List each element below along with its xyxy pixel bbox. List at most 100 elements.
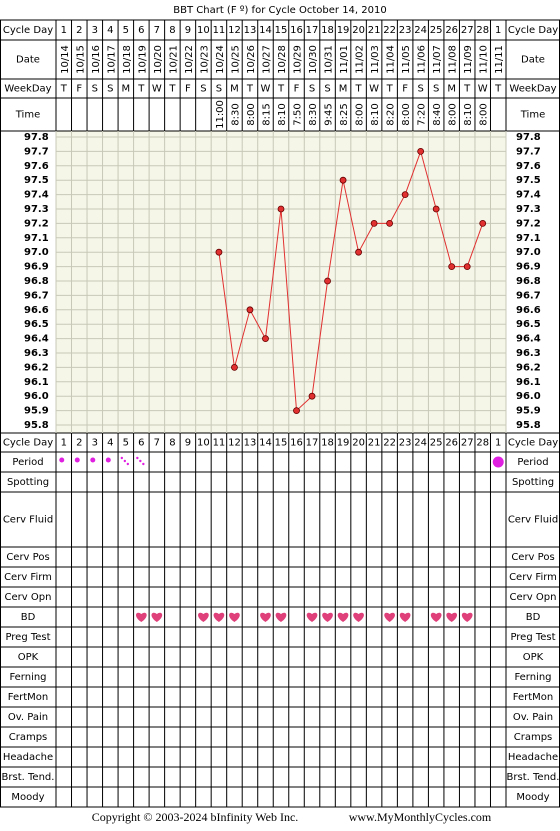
y-tick-label: 96.3	[516, 348, 541, 359]
bd-heart	[306, 612, 318, 622]
weekday-label: M	[339, 84, 348, 95]
weekday-label: S	[309, 84, 315, 95]
weekday-label: M	[447, 84, 456, 95]
temp-point	[355, 248, 362, 256]
temp-point	[339, 176, 347, 184]
y-tick-label: 96.7	[516, 290, 541, 301]
row-label: Headache	[508, 752, 558, 763]
cycle_day-label: 3	[92, 25, 98, 36]
time-label: 8:30	[308, 103, 319, 125]
footer-copyright: Copyright © 2003-2024 bInfinity Web Inc.	[92, 810, 299, 824]
temp-point	[370, 219, 378, 227]
row-label: OPK	[523, 652, 544, 663]
row-label: Cycle Day	[3, 438, 53, 449]
period-dot	[74, 457, 80, 463]
cycle-day-label: 7	[154, 438, 160, 449]
temp-point	[386, 219, 394, 227]
period-light	[139, 459, 142, 463]
y-tick-label: 96.8	[516, 276, 541, 287]
y-tick-label: 96.2	[24, 362, 49, 373]
weekday-label: T	[494, 84, 502, 95]
cycle-day-label: 15	[275, 438, 288, 449]
weekday-label: M	[230, 84, 239, 95]
date-label: 11/03	[370, 45, 381, 74]
row-label: Ferning	[9, 672, 46, 683]
y-tick-label: 97.3	[516, 204, 541, 215]
date-label: 10/16	[91, 45, 102, 74]
y-tick-label: 97.8	[516, 132, 541, 143]
weekday-label: F	[294, 84, 300, 95]
weekday-label: S	[324, 84, 330, 95]
row-label: Moody	[11, 792, 44, 803]
bd-heart	[151, 612, 163, 622]
cycle_day-label: 11	[213, 25, 226, 36]
weekday-label: S	[216, 84, 222, 95]
row-label: Date	[16, 55, 40, 66]
row-label: Cerv Firm	[4, 572, 52, 583]
cycle_day-label: 28	[476, 25, 489, 36]
bd-heart	[275, 612, 287, 622]
y-tick-label: 96.7	[24, 290, 49, 301]
date-label: 10/15	[75, 45, 86, 74]
y-tick-label: 97.0	[516, 247, 541, 258]
temp-point	[215, 248, 223, 256]
weekday-label: S	[92, 84, 98, 95]
weekday-label: S	[433, 84, 439, 95]
row-label: Cerv Opn	[5, 592, 52, 603]
date-label: 10/23	[199, 45, 210, 74]
weekday-label: T	[246, 84, 254, 95]
cycle_day-label: 12	[228, 25, 241, 36]
cycle_day-label: 27	[461, 25, 474, 36]
weekday-label: F	[76, 84, 82, 95]
row-label: Period	[12, 457, 43, 468]
row-label: FertMon	[8, 692, 48, 703]
y-tick-label: 97.4	[516, 190, 541, 201]
y-tick-label: 96.2	[516, 362, 541, 373]
row-label: Time	[15, 110, 40, 121]
y-tick-label: 97.1	[24, 233, 49, 244]
time-label: 8:00	[401, 103, 412, 125]
cycle_day-label: 8	[169, 25, 175, 36]
time-label: 8:30	[230, 103, 241, 125]
date-label: 10/25	[230, 45, 241, 74]
weekday-label: W	[261, 84, 271, 95]
y-tick-label: 97.6	[24, 161, 49, 172]
cycle-day-label: 13	[244, 438, 257, 449]
date-label: 11/05	[401, 45, 412, 74]
y-tick-label: 95.9	[516, 406, 541, 417]
row-label: OPK	[18, 652, 39, 663]
row-label: WeekDay	[4, 84, 51, 95]
weekday-label: S	[107, 84, 113, 95]
cycle-day-label: 1	[495, 438, 501, 449]
row-label: Spotting	[512, 477, 554, 488]
weekday-label: S	[200, 84, 206, 95]
y-tick-label: 97.0	[24, 247, 49, 258]
date-label: 10/17	[106, 45, 117, 74]
date-label: 11/06	[417, 45, 428, 74]
row-label: FertMon	[513, 692, 553, 703]
time-label: 8:00	[479, 103, 490, 125]
cycle-day-label: 26	[445, 438, 458, 449]
cycle-day-label: 22	[383, 438, 396, 449]
date-label: 11/02	[355, 45, 366, 74]
period-light	[126, 462, 130, 466]
date-label: 10/26	[246, 45, 257, 74]
row-label: Moody	[516, 792, 549, 803]
cycle-day-label: 25	[430, 438, 443, 449]
bd-heart	[461, 612, 473, 622]
period-dot	[59, 457, 65, 463]
cycle-day-label: 8	[169, 438, 175, 449]
bd-heart	[446, 612, 458, 622]
cycle_day-label: 21	[368, 25, 381, 36]
date-label: 10/30	[308, 45, 319, 74]
bd-heart	[198, 612, 209, 622]
bd-heart	[337, 612, 349, 622]
y-tick-label: 96.1	[516, 377, 541, 388]
cycle-day-label: 23	[399, 438, 412, 449]
y-tick-label: 97.5	[516, 175, 541, 186]
cycle_day-label: 1	[495, 25, 501, 36]
row-label: Headache	[3, 752, 53, 763]
y-tick-label: 97.2	[516, 218, 541, 229]
